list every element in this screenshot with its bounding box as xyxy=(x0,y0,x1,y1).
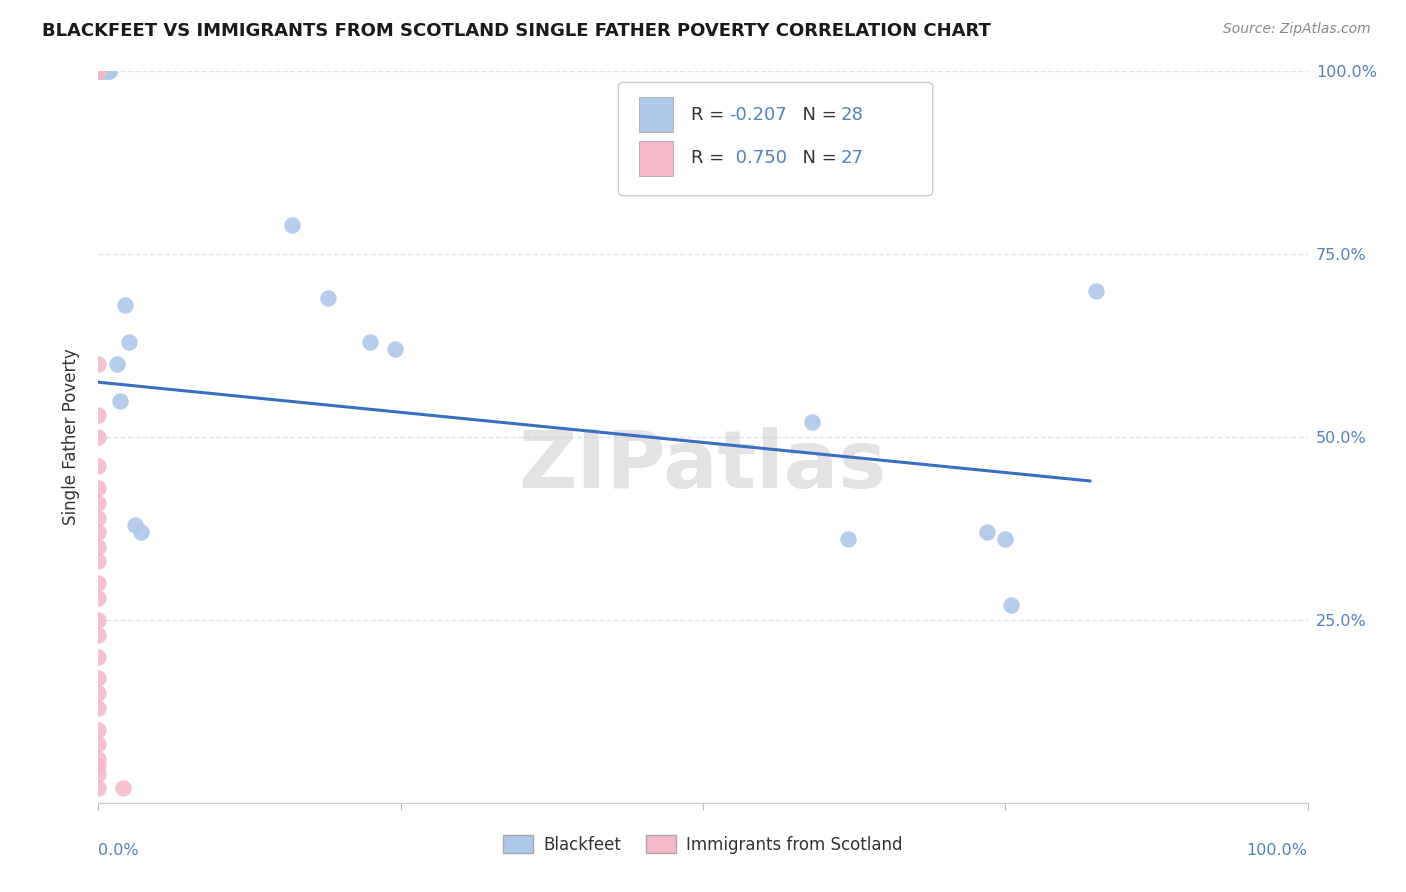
Point xyxy=(129,525,152,540)
Point xyxy=(87,591,110,605)
Point xyxy=(1000,599,1022,613)
Point xyxy=(87,781,110,796)
Point xyxy=(87,459,110,474)
Point xyxy=(91,64,114,78)
Point xyxy=(87,672,110,686)
Text: Source: ZipAtlas.com: Source: ZipAtlas.com xyxy=(1223,22,1371,37)
Point xyxy=(108,393,131,408)
Point xyxy=(114,298,136,312)
Point xyxy=(87,525,110,540)
Text: N =: N = xyxy=(792,149,842,168)
Point xyxy=(87,752,110,766)
Point xyxy=(87,627,110,641)
Point xyxy=(384,343,406,357)
Point xyxy=(360,334,382,349)
Text: R =: R = xyxy=(690,105,730,123)
Text: -0.207: -0.207 xyxy=(730,105,787,123)
Point xyxy=(994,533,1017,547)
Point xyxy=(87,554,110,568)
Point xyxy=(89,64,111,78)
Point xyxy=(87,64,110,78)
Text: ZIPatlas: ZIPatlas xyxy=(519,427,887,506)
Bar xyxy=(638,141,673,176)
Point xyxy=(90,64,112,78)
Point xyxy=(87,649,110,664)
Point xyxy=(87,357,110,371)
Point xyxy=(87,408,110,422)
Legend: Blackfeet, Immigrants from Scotland: Blackfeet, Immigrants from Scotland xyxy=(496,829,910,860)
Point xyxy=(124,517,146,532)
Point xyxy=(98,64,121,78)
Point xyxy=(93,64,115,78)
Text: 27: 27 xyxy=(841,149,863,168)
Point xyxy=(87,496,110,510)
Point xyxy=(118,334,141,349)
Point xyxy=(87,766,110,780)
Text: N =: N = xyxy=(792,105,842,123)
Point xyxy=(87,64,110,78)
Point xyxy=(87,540,110,554)
Text: 100.0%: 100.0% xyxy=(1247,843,1308,858)
Text: BLACKFEET VS IMMIGRANTS FROM SCOTLAND SINGLE FATHER POVERTY CORRELATION CHART: BLACKFEET VS IMMIGRANTS FROM SCOTLAND SI… xyxy=(42,22,991,40)
Point xyxy=(87,430,110,444)
Point xyxy=(316,291,339,305)
Text: 0.0%: 0.0% xyxy=(98,843,139,858)
Point xyxy=(87,723,110,737)
Point xyxy=(281,218,304,232)
Point xyxy=(87,576,110,591)
Point xyxy=(87,481,110,495)
Text: 0.750: 0.750 xyxy=(730,149,786,168)
Point xyxy=(87,759,110,773)
Bar xyxy=(638,97,673,132)
Point xyxy=(87,686,110,700)
Text: 28: 28 xyxy=(841,105,863,123)
Point xyxy=(96,64,118,78)
Point xyxy=(87,613,110,627)
Point xyxy=(976,525,998,540)
Point xyxy=(800,416,823,430)
Point xyxy=(87,510,110,524)
FancyBboxPatch shape xyxy=(619,82,932,195)
Point xyxy=(87,700,110,714)
Point xyxy=(87,737,110,751)
Point xyxy=(105,357,128,371)
Point xyxy=(1085,284,1108,298)
Y-axis label: Single Father Poverty: Single Father Poverty xyxy=(62,349,80,525)
Point xyxy=(837,533,859,547)
Text: R =: R = xyxy=(690,149,730,168)
Point xyxy=(111,781,134,796)
Point xyxy=(98,64,121,78)
